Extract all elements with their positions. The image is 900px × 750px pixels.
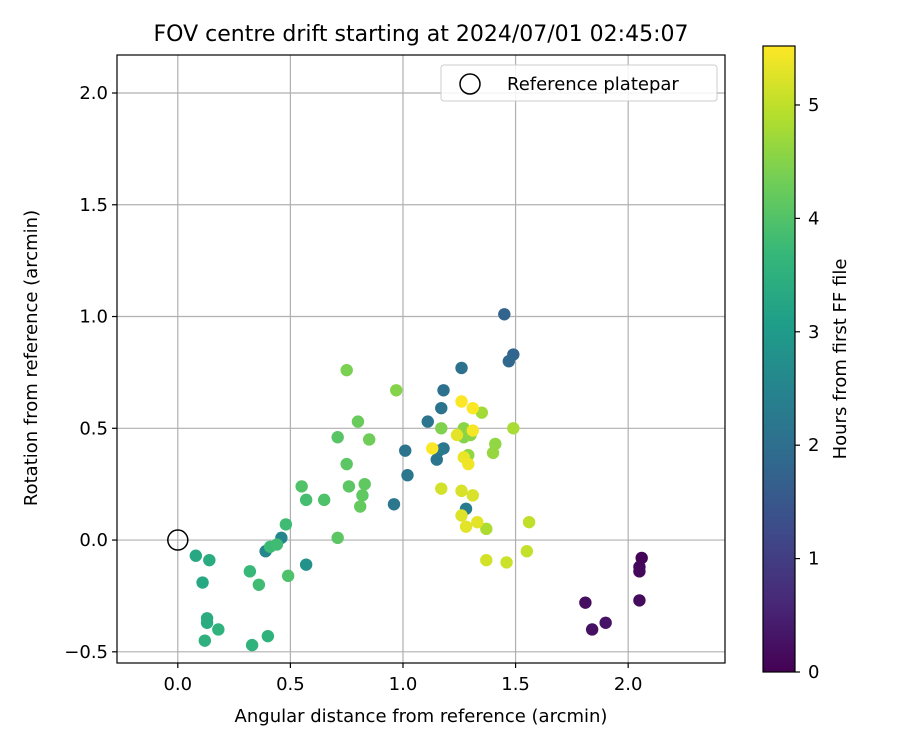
y-tick-label: 0.0 bbox=[79, 530, 108, 551]
data-point bbox=[489, 437, 502, 451]
y-tick-label: 2.0 bbox=[79, 83, 108, 104]
data-point bbox=[356, 489, 369, 502]
y-tick-label: −0.5 bbox=[64, 642, 108, 663]
data-point bbox=[200, 616, 214, 629]
data-point bbox=[245, 638, 259, 652]
x-tick-label: 2.0 bbox=[614, 674, 643, 695]
data-point bbox=[261, 629, 275, 643]
x-tick-label: 1.0 bbox=[389, 674, 418, 695]
data-point bbox=[502, 355, 516, 368]
legend-box bbox=[440, 64, 718, 102]
data-point bbox=[299, 493, 313, 507]
chart-title: FOV centre drift starting at 2024/07/01 … bbox=[154, 22, 689, 47]
data-point bbox=[455, 361, 468, 375]
data-point bbox=[299, 558, 313, 571]
colorbar-ticks: 0 1 2 3 4 5 bbox=[795, 95, 819, 683]
data-point bbox=[212, 623, 225, 636]
colorbar-tick-label: 1 bbox=[808, 549, 819, 570]
data-point bbox=[354, 500, 367, 513]
legend: Reference platepar bbox=[440, 64, 718, 102]
data-point bbox=[435, 422, 448, 435]
data-point bbox=[520, 545, 534, 558]
x-tick-label: 0.5 bbox=[276, 674, 305, 695]
data-point bbox=[421, 415, 434, 428]
data-point bbox=[466, 401, 479, 415]
x-axis-label: Angular distance from reference (arcmin) bbox=[235, 706, 608, 727]
data-point bbox=[358, 477, 371, 491]
data-point bbox=[279, 518, 293, 531]
data-point bbox=[466, 489, 479, 502]
data-point bbox=[198, 634, 212, 647]
data-point bbox=[599, 616, 612, 629]
data-point bbox=[243, 565, 257, 578]
data-point bbox=[340, 457, 353, 471]
data-point bbox=[437, 384, 450, 397]
data-point bbox=[455, 484, 468, 498]
data-point bbox=[459, 520, 473, 533]
data-point bbox=[196, 576, 209, 589]
data-point bbox=[295, 480, 308, 493]
data-point bbox=[351, 415, 365, 428]
colorbar-tick-label: 0 bbox=[808, 662, 819, 683]
data-point bbox=[331, 531, 344, 545]
data-point bbox=[507, 422, 520, 435]
data-point bbox=[579, 596, 592, 609]
data-point bbox=[522, 515, 536, 529]
data-point bbox=[401, 469, 414, 482]
data-point bbox=[430, 453, 443, 466]
reference-marker bbox=[167, 529, 189, 551]
colorbar bbox=[762, 45, 796, 673]
data-point bbox=[435, 482, 448, 495]
y-tick-label: 0.5 bbox=[79, 418, 108, 439]
data-point bbox=[500, 556, 513, 569]
y-tick-label: 1.5 bbox=[79, 195, 108, 216]
y-axis-label: Rotation from reference (arcmin) bbox=[21, 210, 42, 506]
data-point bbox=[270, 538, 284, 551]
data-point bbox=[203, 553, 216, 567]
colorbar-tick-label: 4 bbox=[808, 208, 819, 229]
data-point bbox=[390, 384, 403, 397]
x-tick-label: 0.0 bbox=[163, 674, 192, 695]
data-point bbox=[480, 553, 493, 567]
data-point bbox=[585, 623, 599, 636]
data-point bbox=[633, 565, 646, 578]
data-point bbox=[281, 569, 295, 583]
colorbar-tick-label: 3 bbox=[808, 322, 819, 343]
data-point bbox=[480, 522, 493, 536]
x-tick-label: 1.5 bbox=[501, 674, 530, 695]
plot-area-frame bbox=[116, 54, 726, 664]
data-point bbox=[435, 401, 448, 415]
y-axis-ticks: −0.5 0.0 0.5 1.0 1.5 2.0 bbox=[64, 83, 117, 663]
legend-label: Reference platepar bbox=[507, 74, 679, 95]
data-point bbox=[450, 428, 464, 442]
data-point bbox=[462, 457, 475, 471]
data-points bbox=[189, 308, 648, 652]
data-point bbox=[189, 549, 203, 562]
data-point bbox=[498, 308, 511, 321]
data-point bbox=[471, 515, 484, 529]
data-point bbox=[633, 594, 646, 607]
legend-marker-icon bbox=[459, 73, 481, 95]
data-point bbox=[399, 444, 412, 457]
colorbar-tick-label: 2 bbox=[808, 435, 819, 456]
y-tick-label: 1.0 bbox=[79, 307, 108, 328]
colorbar-tick-label: 5 bbox=[808, 95, 819, 116]
colorbar-label: Hours from first FF file bbox=[830, 259, 851, 460]
data-point bbox=[317, 493, 331, 507]
data-point bbox=[331, 431, 344, 444]
data-point bbox=[342, 480, 356, 493]
data-point bbox=[455, 395, 468, 408]
data-point bbox=[455, 509, 468, 522]
data-point bbox=[387, 498, 401, 511]
data-point bbox=[466, 424, 479, 437]
data-point bbox=[252, 578, 266, 591]
data-point bbox=[363, 433, 376, 446]
data-point bbox=[426, 442, 439, 455]
data-point bbox=[340, 363, 353, 377]
x-axis-ticks: 0.0 0.5 1.0 1.5 2.0 bbox=[163, 663, 642, 695]
